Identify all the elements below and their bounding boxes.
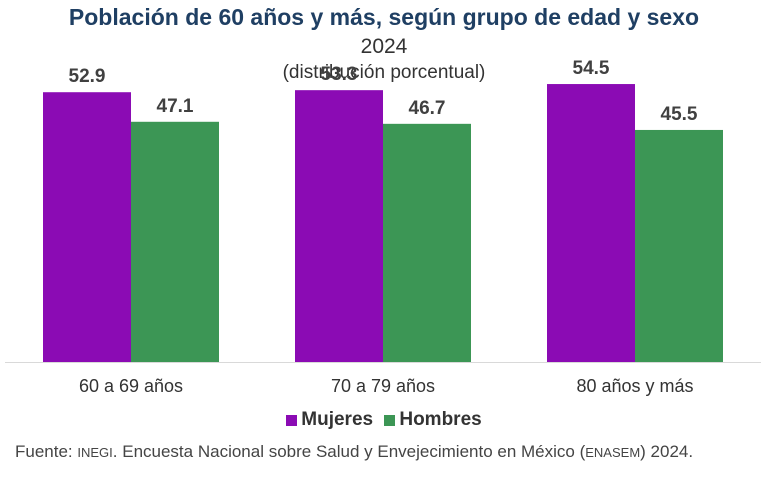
data-label-mujeres-1: 52.9 [69, 66, 106, 87]
bar-mujeres-3 [547, 84, 635, 363]
data-label-mujeres-2: 53.3 [321, 64, 358, 85]
legend-swatch-mujeres [286, 414, 298, 426]
x-tick-label-1: 60 a 69 años [79, 376, 183, 396]
x-tick-label-2: 70 a 79 años [331, 376, 435, 396]
chart-subtitle-unit: (distribución porcentual) [282, 62, 486, 83]
source-middle: . Encuesta Nacional sobre Salud y Enveje… [112, 442, 586, 461]
bar-hombres-3 [635, 129, 723, 362]
data-label-mujeres-3: 54.5 [573, 58, 610, 79]
bar-mujeres-2 [295, 90, 383, 363]
bar-hombres-2 [383, 123, 471, 362]
legend-label-hombres: Hombres [399, 409, 482, 430]
chart-subtitle-year: 2024 [360, 35, 408, 58]
data-label-hombres-3: 45.5 [661, 104, 698, 125]
legend-label-mujeres: Mujeres [301, 409, 374, 430]
bar-hombres-1 [131, 121, 219, 362]
source-note: Fuente: INEGI. Encuesta Nacional sobre S… [15, 441, 755, 464]
source-suffix: ) 2024. [640, 442, 694, 461]
source-enasem: ENASEM [585, 445, 641, 460]
legend-item-hombres: Hombres [384, 409, 482, 431]
bar-chart: 52.9 47.1 60 a 69 años 53.3 46.7 70 a 79 años… [5, 58, 761, 396]
chart-title: Población de 60 años y más, según grupo … [68, 4, 700, 30]
data-label-hombres-2: 46.7 [409, 98, 446, 119]
source-prefix: Fuente: [15, 442, 78, 461]
source-inegi: INEGI [77, 445, 113, 460]
legend-swatch-hombres [384, 414, 396, 426]
data-label-hombres-1: 47.1 [157, 96, 194, 117]
legend-item-mujeres: Mujeres [286, 409, 373, 431]
x-tick-label-3: 80 años y más [576, 376, 693, 396]
legend: Mujeres Hombres [0, 409, 768, 432]
bar-mujeres-1 [43, 92, 131, 363]
